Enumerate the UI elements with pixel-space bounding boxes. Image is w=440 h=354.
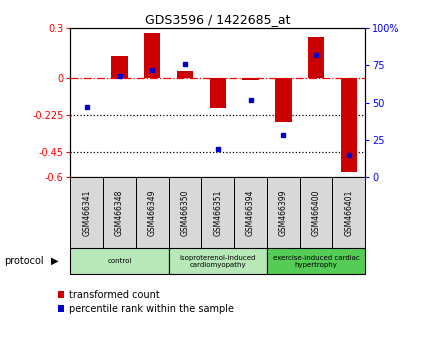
Text: isoproterenol-induced
cardiomyopathy: isoproterenol-induced cardiomyopathy: [180, 255, 256, 268]
Text: protocol: protocol: [4, 256, 44, 266]
Bar: [341, 78, 357, 172]
Text: GSM466348: GSM466348: [115, 189, 124, 236]
Bar: [70, 177, 103, 248]
Text: GSM466351: GSM466351: [213, 189, 222, 236]
Text: GSM466350: GSM466350: [180, 189, 190, 236]
Legend: transformed count, percentile rank within the sample: transformed count, percentile rank withi…: [58, 290, 235, 314]
Bar: [169, 248, 267, 274]
Bar: [333, 177, 365, 248]
Bar: [300, 177, 333, 248]
Bar: [202, 177, 234, 248]
Text: GSM466401: GSM466401: [345, 189, 353, 236]
Bar: [103, 177, 136, 248]
Bar: [308, 36, 324, 78]
Text: exercise-induced cardiac
hypertrophy: exercise-induced cardiac hypertrophy: [273, 255, 359, 268]
Text: GSM466349: GSM466349: [148, 189, 157, 236]
Bar: [111, 56, 128, 78]
Text: ▶: ▶: [51, 256, 58, 266]
Text: GSM466399: GSM466399: [279, 189, 288, 236]
Bar: [177, 71, 193, 78]
Bar: [275, 78, 292, 122]
Text: GSM466341: GSM466341: [82, 189, 91, 236]
Text: GSM466400: GSM466400: [312, 189, 321, 236]
Bar: [70, 248, 169, 274]
Text: GSM466394: GSM466394: [246, 189, 255, 236]
Bar: [267, 248, 365, 274]
Bar: [267, 177, 300, 248]
Bar: [209, 78, 226, 108]
Bar: [136, 177, 169, 248]
Title: GDS3596 / 1422685_at: GDS3596 / 1422685_at: [145, 13, 290, 26]
Bar: [234, 177, 267, 248]
Bar: [144, 33, 161, 78]
Bar: [242, 78, 259, 80]
Text: control: control: [107, 258, 132, 264]
Bar: [169, 177, 202, 248]
